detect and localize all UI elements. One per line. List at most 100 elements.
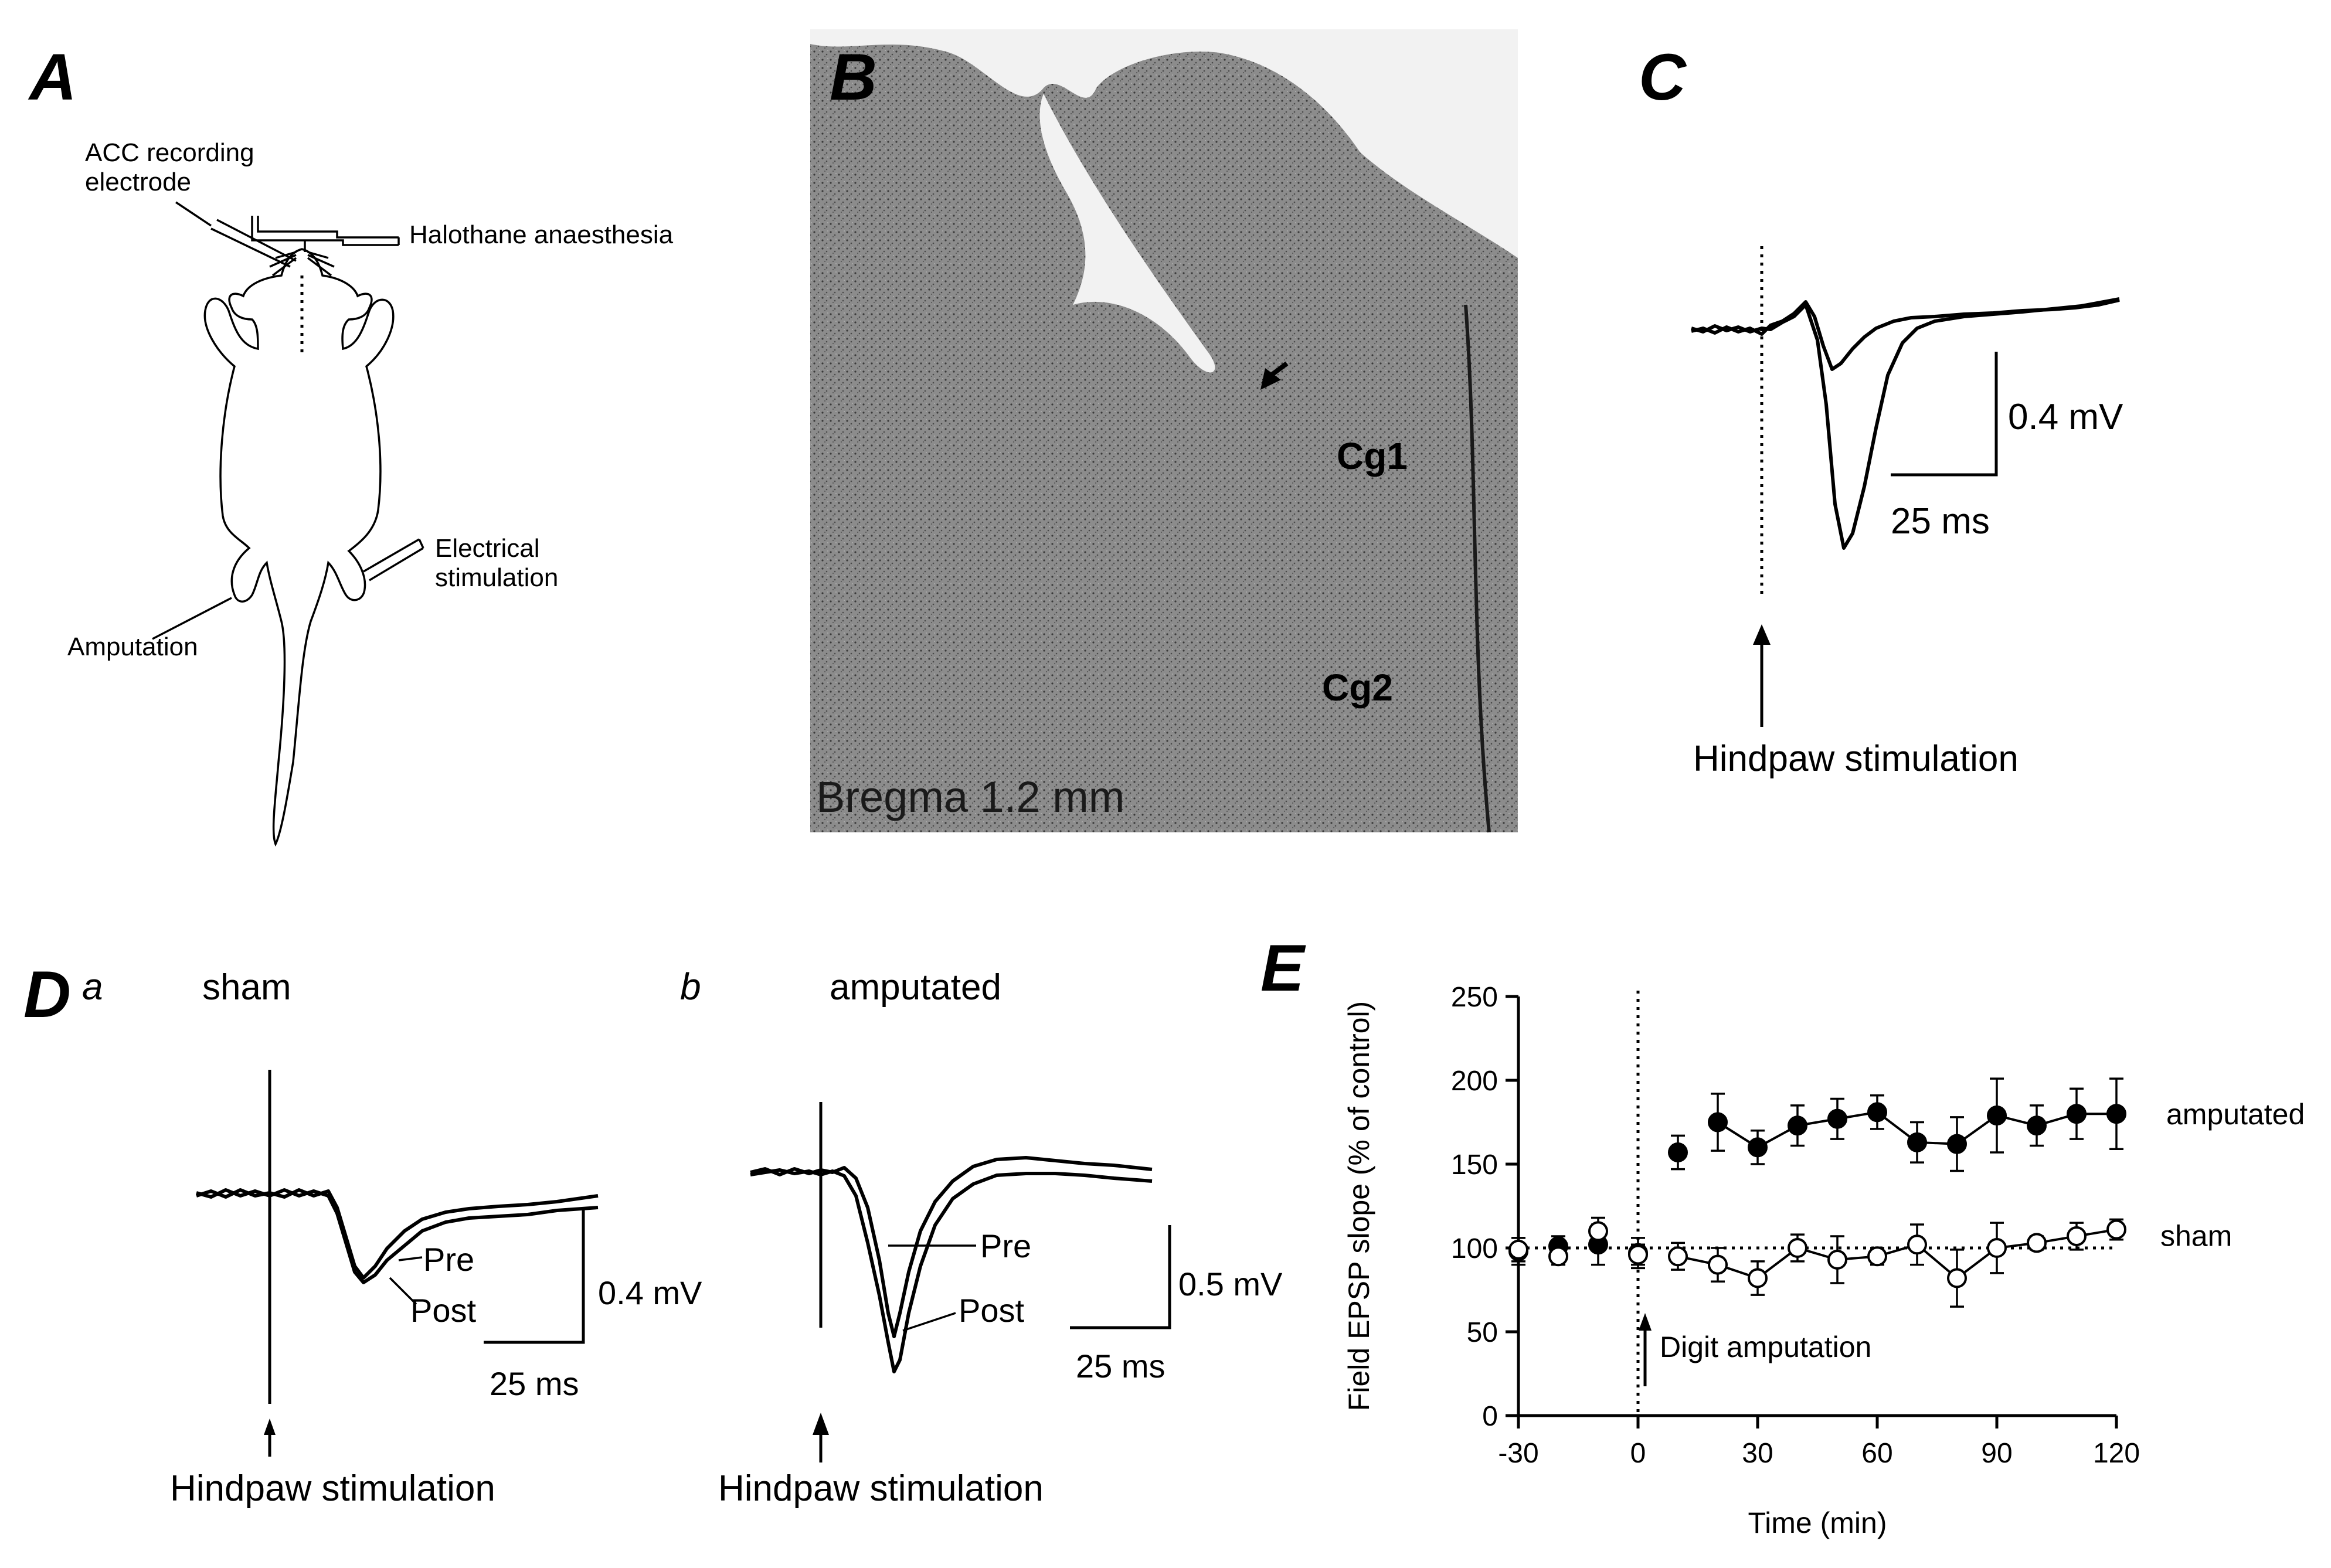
data-point	[1867, 1246, 1887, 1267]
data-point	[1748, 1137, 1768, 1158]
trace-post	[1691, 297, 2120, 550]
scale-bar	[1891, 352, 1998, 477]
data-point	[1788, 1238, 1807, 1258]
amputated-post-label: Post	[959, 1292, 1024, 1329]
x-tick-label: 30	[1742, 1438, 1773, 1469]
data-point	[1827, 1108, 1847, 1129]
data-point	[1947, 1134, 1967, 1154]
amputation-arrow-icon	[1639, 1313, 1652, 1331]
x-axis-label: Time (min)	[1748, 1506, 1887, 1539]
bregma-caption: Bregma 1.2 mm	[816, 773, 1124, 821]
scale-time-label: 25 ms	[1891, 501, 1990, 542]
data-point	[1748, 1268, 1768, 1288]
panel-letter-a: A	[28, 40, 77, 114]
data-point	[1708, 1254, 1728, 1275]
amputated-scale-voltage: 0.5 mV	[1178, 1266, 1283, 1302]
electrode-label-1: ACC recording	[85, 138, 254, 167]
panel-d-a: a sham Pre Post 0.4 mV 25 ms Hindpaw sti…	[82, 965, 702, 1509]
y-tick-label: 100	[1451, 1233, 1498, 1264]
series-line	[1677, 1228, 2117, 1280]
y-tick-label: 150	[1451, 1149, 1498, 1181]
data-point	[2106, 1104, 2126, 1124]
x-tick-label: 90	[1981, 1438, 2012, 1469]
amputated-pre-label: Pre	[980, 1227, 1031, 1264]
amputation-annotation: Digit amputation	[1660, 1331, 1871, 1363]
sham-scale-voltage: 0.4 mV	[598, 1274, 702, 1311]
panel-letter-e: E	[1260, 931, 1306, 1005]
x-tick-label: 0	[1630, 1438, 1646, 1469]
panel-letter-c: C	[1639, 40, 1687, 114]
series-sham	[1508, 1216, 2126, 1308]
sham-scale-time: 25 ms	[490, 1365, 579, 1402]
data-point	[1987, 1106, 2007, 1126]
panel-d-b: b amputated Pre Post 0.5 mV 25 ms Hindpa…	[680, 965, 1283, 1509]
y-axis-label: Field EPSP slope (% of control)	[1343, 1001, 1375, 1411]
series-label-amputated: amputated	[2166, 1098, 2305, 1131]
data-point	[1548, 1246, 1568, 1267]
sham-title: sham	[202, 967, 291, 1008]
data-point	[2027, 1115, 2047, 1136]
amputated-scale-time: 25 ms	[1076, 1348, 1166, 1385]
data-point	[1907, 1234, 1927, 1255]
trace-pre	[1691, 298, 2120, 371]
region-label-cg1: Cg1	[1337, 435, 1408, 477]
region-label-cg2: Cg2	[1322, 666, 1393, 709]
amputation-label: Amputation	[67, 632, 198, 661]
panel-d: D a sham Pre Post 0.4 mV 25 ms Hindpaw s…	[23, 958, 1283, 1509]
data-point	[2067, 1226, 2087, 1246]
stimulus-label: Hindpaw stimulation	[1693, 739, 2019, 779]
sham-pre-label: Pre	[423, 1241, 474, 1278]
series-label-sham: sham	[2160, 1220, 2232, 1253]
panel-letter-d: D	[23, 958, 71, 1031]
data-point	[1588, 1221, 1608, 1242]
electrode-label-2: electrode	[85, 168, 191, 196]
data-point	[1987, 1238, 2007, 1258]
data-point	[1867, 1102, 1887, 1123]
data-point	[1788, 1115, 1807, 1136]
panel-letter-b: B	[830, 40, 877, 114]
amputated-trace-post	[750, 1168, 1153, 1373]
data-point	[2027, 1233, 2047, 1253]
midline-fissure	[1039, 94, 1215, 373]
amputated-stimulus-label: Hindpaw stimulation	[718, 1468, 1044, 1509]
scale-voltage-label: 0.4 mV	[2008, 397, 2123, 437]
panel-a: A ACC recording electrode Halothane anae…	[28, 40, 674, 847]
data-point	[1708, 1112, 1728, 1132]
sham-trace-pre	[196, 1188, 599, 1280]
y-tick-label: 250	[1451, 982, 1498, 1013]
panel-c: C 0.4 mV 25 ms Hindpaw stimulation	[1639, 40, 2123, 779]
x-tick-label: 60	[1861, 1438, 1892, 1469]
histology-section	[810, 44, 1518, 832]
panel-b: B Cg1 Cg2 Bregma 1.2 mm	[810, 29, 1518, 833]
anaesthesia-label: Halothane anaesthesia	[409, 220, 674, 249]
y-tick-label: 50	[1467, 1317, 1498, 1348]
data-point	[1508, 1239, 1528, 1260]
data-point	[2067, 1104, 2087, 1124]
data-point	[1668, 1246, 1688, 1267]
data-point	[2106, 1219, 2126, 1240]
rat-illustration	[152, 201, 424, 847]
amputated-trace-pre	[750, 1156, 1153, 1338]
data-point	[1827, 1250, 1847, 1270]
sham-post-label: Post	[410, 1292, 476, 1329]
x-tick-label: 120	[2093, 1438, 2140, 1469]
y-tick-label: 0	[1482, 1401, 1498, 1432]
sham-scale-bar	[484, 1208, 585, 1344]
y-tick-label: 200	[1451, 1066, 1498, 1097]
sham-stimulus-arrow-icon	[264, 1419, 276, 1435]
series-amputated	[1508, 1077, 2126, 1270]
data-point	[1628, 1244, 1648, 1265]
x-tick-label: -30	[1498, 1438, 1538, 1469]
stimulation-label-2: stimulation	[435, 563, 558, 592]
stimulation-label-1: Electrical	[435, 534, 540, 563]
sham-stimulus-label: Hindpaw stimulation	[170, 1468, 495, 1509]
data-point	[1907, 1132, 1927, 1152]
amputated-stimulus-arrow-icon	[813, 1413, 829, 1435]
stimulus-arrow-icon	[1753, 624, 1771, 645]
data-point	[1947, 1268, 1967, 1288]
sham-trace-post	[196, 1188, 599, 1284]
data-point	[1668, 1142, 1688, 1162]
